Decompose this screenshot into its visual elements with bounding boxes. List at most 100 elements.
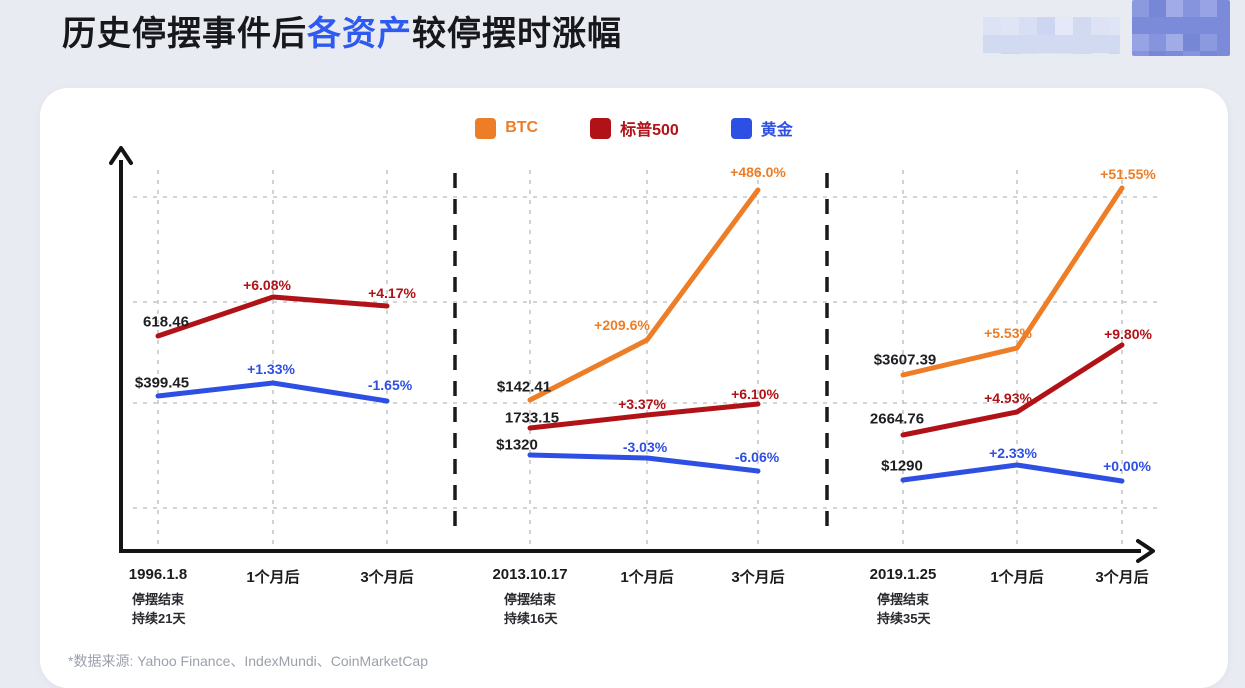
watermark-pixel	[1037, 53, 1055, 54]
pct-change-label-sp500-panel1: +6.08%	[243, 277, 291, 293]
blurred-watermark-dark	[1132, 0, 1230, 56]
series-line-sp500-panel2	[527, 401, 761, 431]
start-value-label-btc-panel3: $3607.39	[873, 351, 937, 369]
series-line-sp500-panel3	[900, 342, 1125, 438]
start-value-label-sp500-panel1: 618.46	[143, 313, 189, 331]
shutdown-event-note-line: 持续16天	[504, 611, 558, 626]
watermark-pixel	[1149, 51, 1166, 56]
watermark-pixel	[983, 17, 1001, 35]
x-tick-label: 3个月后	[731, 569, 785, 586]
watermark-pixel	[1217, 0, 1230, 17]
watermark-pixel	[1200, 17, 1217, 34]
title-suffix: 较停摆时涨幅	[412, 15, 622, 53]
page-title: 历史停摆事件后各资产较停摆时涨幅	[62, 6, 622, 55]
pct-change-label-gold-panel1: +1.33%	[247, 361, 295, 377]
x-tick-label: 3个月后	[360, 569, 414, 586]
watermark-pixel	[1091, 17, 1109, 35]
watermark-pixel	[1183, 34, 1200, 51]
shutdown-event-note: 停摆结束持续35天	[877, 590, 930, 628]
pct-change-label-gold-panel3: +0.00%	[1103, 458, 1151, 474]
pct-change-label-btc-panel3: +51.55%	[1100, 166, 1156, 182]
watermark-pixel	[983, 35, 1001, 53]
x-tick-label: 1个月后	[620, 569, 674, 586]
start-value-label-sp500-panel2: 1733.15	[504, 409, 560, 427]
watermark-pixel	[1166, 34, 1183, 51]
watermark-pixel	[1149, 0, 1166, 17]
watermark-pixel	[1001, 35, 1019, 53]
watermark-pixel	[1109, 17, 1120, 35]
watermark-pixel	[1183, 0, 1200, 17]
watermark-pixel	[1037, 17, 1055, 35]
shutdown-event-note-line: 停摆结束	[504, 592, 557, 607]
pct-change-label-sp500-panel3: +9.80%	[1104, 326, 1152, 342]
watermark-pixel	[1149, 17, 1166, 34]
pct-change-label-gold-panel2: -3.03%	[622, 439, 668, 455]
watermark-pixel	[1091, 53, 1109, 54]
x-tick-label: 3个月后	[1095, 569, 1149, 586]
legend-label: BTC	[505, 119, 539, 136]
shutdown-event-note: 停摆结束持续16天	[504, 590, 557, 628]
watermark-pixel	[1217, 51, 1230, 56]
watermark-pixel	[1166, 51, 1183, 56]
series-line-sp500-panel1	[155, 294, 390, 339]
legend-label: 标普500	[620, 122, 679, 139]
title-prefix: 历史停摆事件后	[62, 15, 307, 53]
x-tick-label: 2013.10.17	[492, 566, 568, 583]
legend-swatch-icon	[475, 117, 497, 139]
series-line-gold-panel1	[155, 380, 390, 404]
series-line-btc-panel2	[527, 187, 761, 403]
pct-change-label-gold-panel1: -1.65%	[367, 377, 413, 393]
pct-change-label-gold-panel3: +2.33%	[989, 445, 1037, 461]
watermark-pixel	[1217, 34, 1230, 51]
shutdown-event-note-line: 停摆结束	[877, 592, 930, 607]
legend-label: 黄金	[760, 122, 793, 139]
pct-change-label-btc-panel2: +209.6%	[594, 317, 650, 333]
shutdown-event-note-line: 持续35天	[877, 611, 931, 626]
watermark-pixel	[1091, 35, 1109, 53]
x-tick-label: 1个月后	[990, 569, 1044, 586]
chart-legend: BTC 标普500 黄金	[40, 116, 1228, 140]
watermark-pixel	[1200, 51, 1217, 56]
pct-change-label-sp500-panel3: +4.93%	[984, 390, 1032, 406]
watermark-pixel	[1019, 35, 1037, 53]
series-line-btc-panel3	[900, 185, 1125, 378]
watermark-pixel	[1217, 17, 1230, 34]
start-value-label-gold-panel1: $399.45	[134, 374, 190, 392]
pct-change-label-sp500-panel1: +4.17%	[368, 285, 416, 301]
watermark-pixel	[1149, 34, 1166, 51]
pct-change-label-sp500-panel2: +3.37%	[618, 396, 666, 412]
watermark-pixel	[983, 53, 1001, 54]
watermark-pixel	[1132, 0, 1149, 17]
watermark-pixel	[1019, 53, 1037, 54]
watermark-pixel	[1001, 53, 1019, 54]
start-value-label-gold-panel3: $1290	[881, 457, 923, 475]
legend-item-gold: 黄金	[730, 116, 793, 140]
data-source-note: *数据来源: Yahoo Finance、IndexMundi、CoinMark…	[68, 653, 429, 669]
watermark-pixel	[1055, 53, 1073, 54]
y-axis-arrow-icon	[109, 146, 133, 165]
watermark-pixel	[1073, 53, 1091, 54]
watermark-pixel	[1073, 35, 1091, 53]
start-value-label-sp500-panel3: 2664.76	[869, 410, 925, 428]
x-tick-label: 2019.1.25	[869, 566, 937, 583]
legend-item-btc: BTC	[475, 116, 538, 140]
watermark-pixel	[1001, 17, 1019, 35]
watermark-pixel	[1166, 0, 1183, 17]
start-value-label-btc-panel2: $142.41	[496, 378, 552, 396]
watermark-pixel	[1055, 35, 1073, 53]
watermark-pixel	[1019, 17, 1037, 35]
watermark-pixel	[1037, 35, 1055, 53]
watermark-pixel	[1055, 17, 1073, 35]
title-highlight: 各资产	[307, 15, 412, 53]
pct-change-label-btc-panel2: +486.0%	[730, 164, 786, 180]
watermark-pixel	[1073, 17, 1091, 35]
watermark-pixel	[1132, 34, 1149, 51]
legend-item-sp500: 标普500	[590, 116, 679, 140]
shutdown-event-note-line: 持续21天	[132, 611, 186, 626]
watermark-pixel	[1200, 34, 1217, 51]
x-tick-label: 1996.1.8	[128, 566, 188, 583]
watermark-pixel	[1200, 0, 1217, 17]
series-line-gold-panel2	[527, 452, 761, 474]
pct-change-label-btc-panel3: +5.53%	[984, 325, 1032, 341]
